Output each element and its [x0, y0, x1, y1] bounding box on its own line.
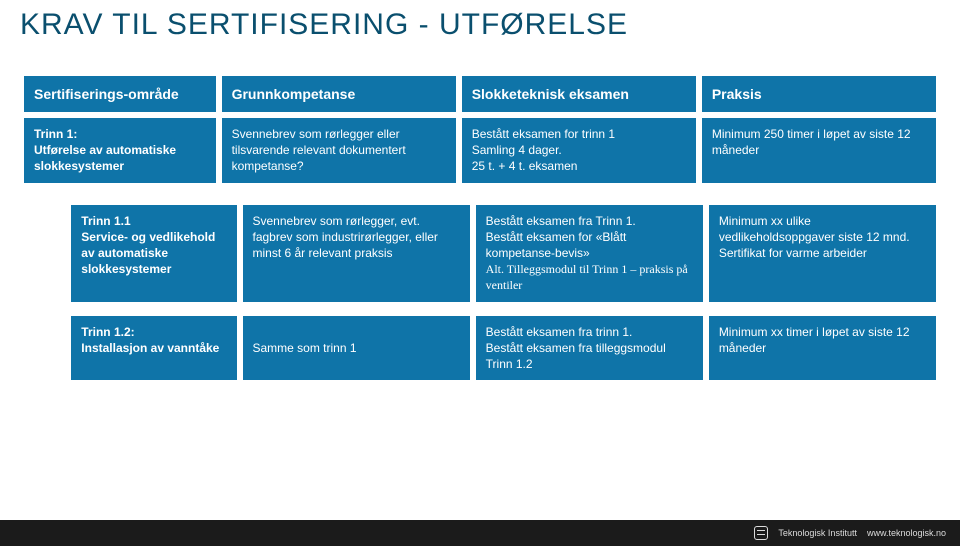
- row1-head: Trinn 1: Utførelse av automatiske slokke…: [24, 118, 216, 183]
- row2-c3: Bestått eksamen fra Trinn 1. Bestått eks…: [476, 205, 703, 302]
- certification-table: Sertifiserings-område Grunnkompetanse Sl…: [18, 70, 942, 189]
- table-row: Trinn 1.2: Installasjon av vanntåke Samm…: [24, 316, 936, 381]
- table-row: Trinn 1.1 Service- og vedlikehold av aut…: [24, 205, 936, 302]
- row1-c2: Svennebrev som rørlegger eller tilsvaren…: [222, 118, 456, 183]
- footer-url: www.teknologisk.no: [867, 528, 946, 538]
- header-area: Sertifiserings-område: [24, 76, 216, 112]
- row2-c3-b: Alt. Tilleggsmodul til Trinn 1 – praksis…: [486, 262, 688, 292]
- row3-c2: Samme som trinn 1: [243, 316, 470, 381]
- row1-c4: Minimum 250 timer i løpet av siste 12 må…: [702, 118, 936, 183]
- row2-head: Trinn 1.1 Service- og vedlikehold av aut…: [71, 205, 236, 302]
- row1-c3: Bestått eksamen for trinn 1 Samling 4 da…: [462, 118, 696, 183]
- brand-logo-icon: [754, 526, 768, 540]
- page-title: KRAV TIL SERTIFISERING - UTFØRELSE: [0, 0, 960, 42]
- row-gap: [24, 308, 936, 310]
- header-praksis: Praksis: [702, 76, 936, 112]
- indent-spacer: [24, 205, 65, 302]
- certification-table-indent: Trinn 1.1 Service- og vedlikehold av aut…: [18, 199, 942, 387]
- row3-c3: Bestått eksamen fra trinn 1. Bestått eks…: [476, 316, 703, 381]
- header-eksamen: Slokketeknisk eksamen: [462, 76, 696, 112]
- row3-head: Trinn 1.2: Installasjon av vanntåke: [71, 316, 236, 381]
- row3-c4: Minimum xx timer i løpet av siste 12 mån…: [709, 316, 936, 381]
- table-row: Trinn 1: Utførelse av automatiske slokke…: [24, 118, 936, 183]
- table-header-row: Sertifiserings-område Grunnkompetanse Sl…: [24, 76, 936, 112]
- row2-c4: Minimum xx ulike vedlikeholdsoppgaver si…: [709, 205, 936, 302]
- footer-brand: Teknologisk Institutt: [778, 528, 857, 538]
- row2-c2: Svennebrev som rørlegger, evt. fagbrev s…: [243, 205, 470, 302]
- indent-spacer: [24, 316, 65, 381]
- footer-bar: Teknologisk Institutt www.teknologisk.no: [0, 520, 960, 546]
- header-grunn: Grunnkompetanse: [222, 76, 456, 112]
- table-wrapper: Sertifiserings-område Grunnkompetanse Sl…: [0, 42, 960, 386]
- row2-c3-a: Bestått eksamen fra Trinn 1. Bestått eks…: [486, 214, 636, 260]
